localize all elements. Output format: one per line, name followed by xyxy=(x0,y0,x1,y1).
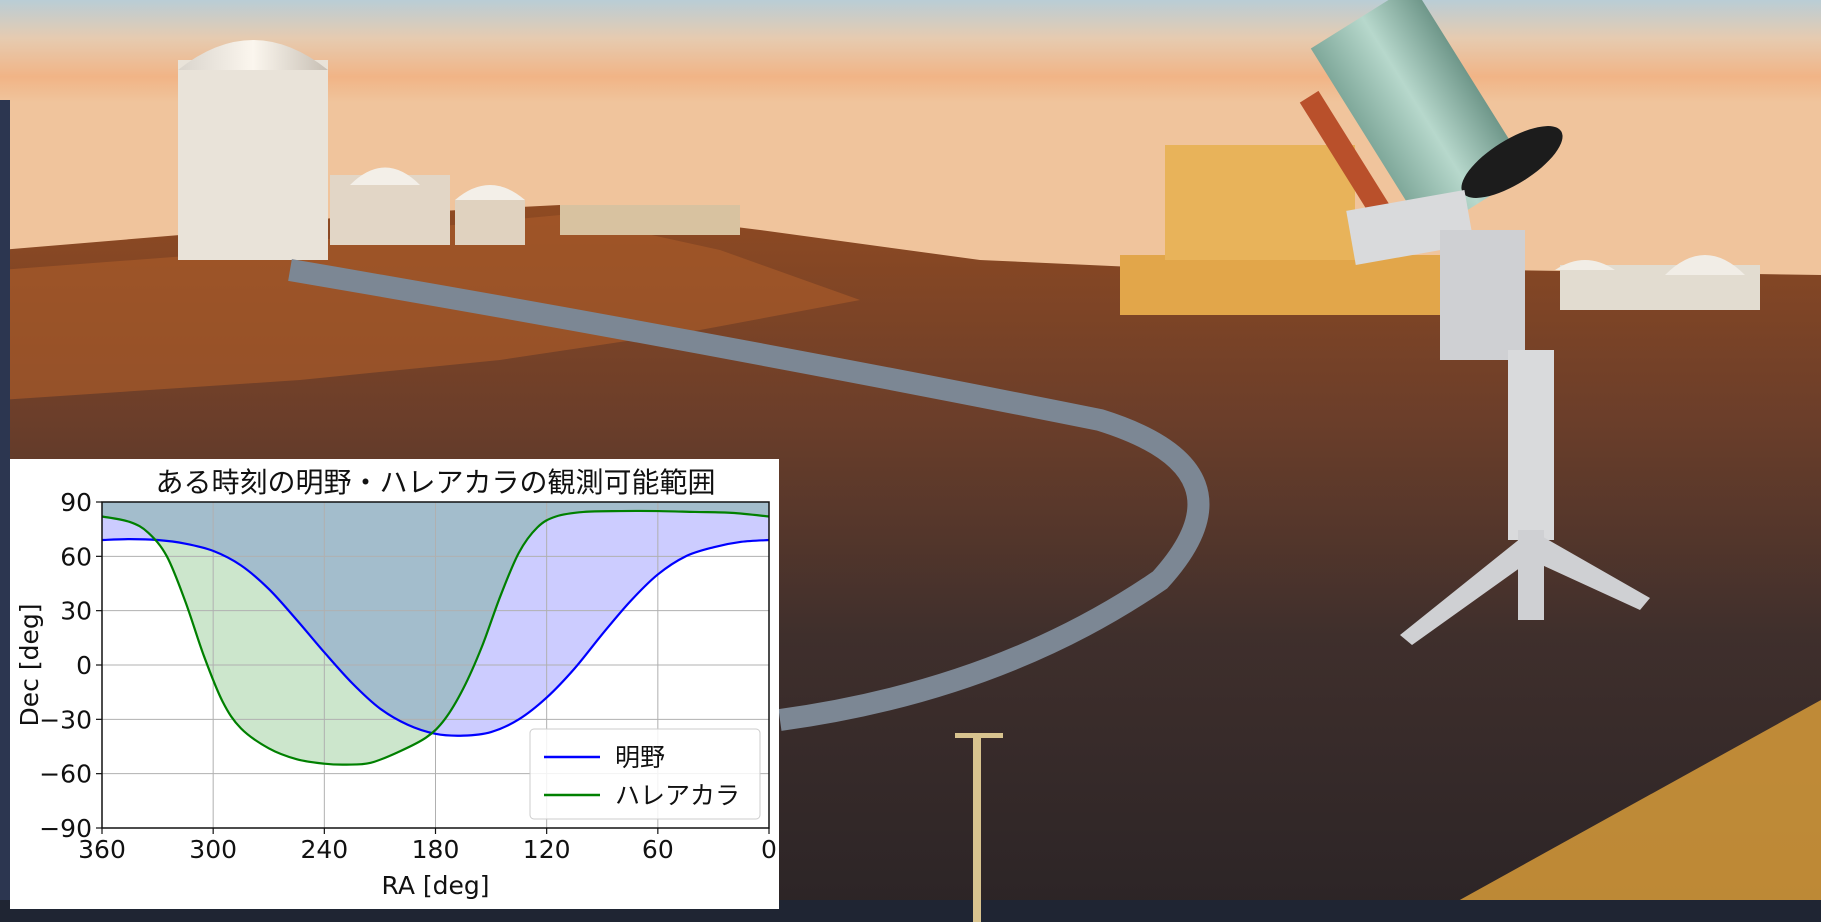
legend-label-1: ハレアカラ xyxy=(615,781,740,810)
x-tick-label: 240 xyxy=(300,835,348,864)
y-tick-label: 30 xyxy=(60,597,92,626)
legend-box xyxy=(529,728,761,820)
x-tick-label: 360 xyxy=(78,835,126,864)
legend-label-0: 明野 xyxy=(615,743,665,772)
x-tick-label: 0 xyxy=(761,835,777,864)
y-tick-label: 0 xyxy=(76,651,92,680)
x-tick-label: 300 xyxy=(189,835,237,864)
x-tick-label: 120 xyxy=(523,835,571,864)
y-tick-label: 90 xyxy=(60,488,92,517)
chart-panel: 360 300 240 180 120 60 0 90 60 30 0 −30 −60 −90 ある時刻の… xyxy=(10,459,779,909)
x-tick-label: 180 xyxy=(412,835,460,864)
y-tick-label: −30 xyxy=(39,705,92,734)
y-tick-label: 60 xyxy=(60,542,92,571)
telescope-illustration xyxy=(1299,0,1650,645)
series-line-0 xyxy=(101,538,770,737)
series-line-1 xyxy=(101,509,770,766)
x-axis-title: RA [deg] xyxy=(381,871,489,900)
y-tick-label: −60 xyxy=(39,760,92,789)
x-tick-label: 60 xyxy=(642,835,674,864)
y-tick-label: −90 xyxy=(39,814,92,843)
y-axis-title: Dec [deg] xyxy=(15,604,44,727)
chart-title: ある時刻の明野・ハレアカラの観測可能範囲 xyxy=(155,466,715,499)
series-lines xyxy=(101,509,770,766)
